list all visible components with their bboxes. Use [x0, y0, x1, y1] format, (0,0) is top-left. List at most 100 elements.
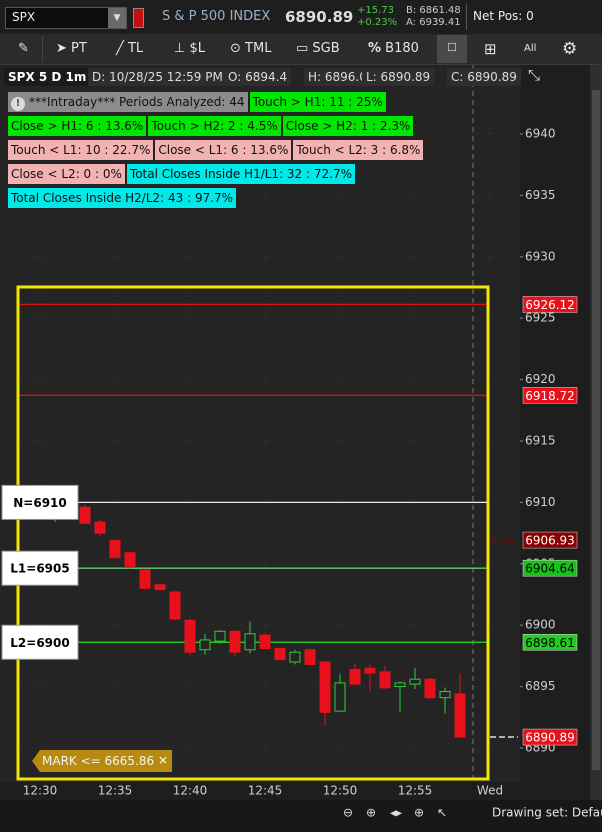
- grid-layout[interactable]: ⊞: [484, 40, 497, 58]
- y-tick-label: 6940: [525, 126, 556, 140]
- y-tick-label: 6915: [525, 433, 556, 447]
- stats-row: Total Closes Inside H2/L2: 43 : 97.7%: [8, 187, 425, 211]
- y-tick-label: 6910: [525, 495, 556, 509]
- candle-body: [274, 648, 286, 661]
- stats-panel: ! ***Intraday*** Periods Analyzed: 44 Touc…: [8, 91, 425, 211]
- stat-text: Total Closes Inside H2/L2: 43 : 97.7%: [11, 191, 234, 205]
- candle-body: [394, 682, 406, 688]
- candle-body: [289, 651, 301, 663]
- price-tag: [522, 559, 578, 577]
- candle-body: [334, 682, 346, 712]
- stats-row: Touch < L1: 10 : 22.7% Close < L1: 6 : 13…: [8, 139, 425, 163]
- mark-label: MARK <= 6665.86: [42, 754, 154, 768]
- stat-text: Close > H2: 1 : 2.3%: [285, 119, 411, 133]
- price-tag-label: 6890.89: [525, 731, 575, 745]
- stat-cell: Total Closes Inside H1/L1: 32 : 72.7%: [126, 164, 355, 184]
- sgb-tool[interactable]: ▭ SGB: [296, 41, 340, 56]
- stats-row: Close < L2: 0 : 0% Total Closes Inside H1…: [8, 163, 425, 187]
- all-button[interactable]: All: [524, 43, 537, 54]
- stat-cell: Touch < L2: 3 : 6.8%: [293, 140, 424, 160]
- candle-body: [409, 678, 421, 685]
- x-tick-label: 12:30: [23, 784, 58, 798]
- pan[interactable]: ◂▸: [390, 806, 402, 820]
- link-icon[interactable]: [133, 8, 144, 28]
- mark-close[interactable]: ✕: [158, 754, 168, 768]
- stat-text: Touch > H1: 11 : 25%: [252, 95, 383, 109]
- change-pct: +0.23%: [357, 17, 398, 28]
- chart-title: SPX 5 D 1m: [4, 68, 91, 86]
- info-high: H: 6896.09: [304, 68, 379, 86]
- candle-body: [109, 539, 121, 559]
- price-tag: [522, 728, 578, 746]
- x-tick-label: 12:45: [248, 784, 283, 798]
- stat-text: Close > H1: 6 : 13.6%: [11, 119, 144, 133]
- y-tick-label: 6930: [525, 249, 556, 263]
- price-tag: [522, 531, 578, 549]
- last-price: 6890.89: [285, 8, 354, 26]
- symbol-box[interactable]: SPX ▼: [5, 7, 127, 29]
- x-tick-label: 12:55: [398, 784, 433, 798]
- drawing-set[interactable]: Drawing set: Default: [492, 806, 602, 820]
- trendline-tool[interactable]: ╱ TL: [116, 41, 144, 56]
- net-pos: Net Pos: 0: [473, 9, 534, 23]
- b180-tool[interactable]: % B180: [368, 41, 419, 56]
- autoscale[interactable]: ⤡: [528, 66, 541, 84]
- stat-text: ***Intraday*** Periods Analyzed: 44: [29, 95, 245, 109]
- x-tick-label: 12:40: [173, 784, 208, 798]
- price-tag-label: 6906.93: [525, 534, 575, 548]
- stat-cell: Touch < L1: 10 : 22.7%: [8, 140, 154, 160]
- price-level-tool[interactable]: ⊥ $L: [174, 41, 205, 56]
- level-box: [1, 624, 79, 660]
- cursor[interactable]: ↖: [437, 806, 447, 820]
- highlight-box: [16, 285, 490, 781]
- candle-body: [259, 634, 271, 650]
- time-axis: [0, 782, 520, 800]
- candle-body: [184, 619, 196, 653]
- level-box: [1, 550, 79, 586]
- price-tag: [522, 634, 578, 651]
- info-open: O: 6894.4: [224, 68, 292, 86]
- tml-tool[interactable]: ⊙ TML: [230, 41, 272, 56]
- zoom-in[interactable]: ⊕: [366, 806, 376, 820]
- candle-body: [229, 630, 241, 653]
- zoom-out[interactable]: ⊖: [343, 806, 353, 820]
- candle-body: [154, 584, 166, 591]
- stat-cell: Close < L1: 6 : 13.6%: [155, 140, 292, 160]
- candle-body: [424, 678, 436, 699]
- description: S & P 500 INDEX: [162, 9, 271, 24]
- single-layout[interactable]: ☐: [437, 35, 467, 63]
- stat-text: Total Closes Inside H1/L1: 32 : 72.7%: [129, 167, 352, 181]
- info-date: D: 10/28/25 12:59 PM: [88, 68, 227, 86]
- mark-tag-shape: [32, 750, 172, 772]
- stat-text: Touch < L1: 10 : 22.7%: [11, 143, 151, 157]
- y-tick-label: 6935: [525, 188, 556, 202]
- candle-body: [319, 661, 331, 713]
- x-tick-label: Wed: [477, 784, 503, 798]
- stat-cell: Close > H2: 1 : 2.3%: [282, 116, 414, 136]
- pointer-tool[interactable]: ➤ PT: [56, 41, 87, 56]
- candle-body: [124, 552, 136, 567]
- bottom-tools: ⊖ ⊕ ◂▸ ⊕ ↖: [343, 806, 447, 820]
- alert-icon: !: [11, 97, 25, 111]
- stat-cell: Close < L2: 0 : 0%: [8, 164, 125, 184]
- change: +15.73: [357, 5, 395, 16]
- tool-label: SGB: [312, 41, 340, 56]
- pin-tool[interactable]: ✎: [18, 41, 29, 56]
- x-tick-label: 12:50: [323, 784, 358, 798]
- symbol-dropdown[interactable]: ▼: [108, 8, 126, 28]
- mark-tag[interactable]: MARK <= 6665.86 ✕: [32, 750, 172, 772]
- scrollbar-thumb[interactable]: [592, 90, 600, 770]
- stat-cell: ! ***Intraday*** Periods Analyzed: 44: [8, 92, 248, 112]
- level-label: L2=6900: [10, 636, 69, 650]
- toolbar: [0, 34, 602, 65]
- stat-cell: Touch > H2: 2 : 4.5%: [148, 116, 281, 136]
- settings[interactable]: ⚙: [562, 39, 578, 59]
- price-tag-label: 6926.12: [525, 298, 575, 312]
- ask: A: 6939.41: [406, 17, 461, 28]
- stats-row: ! ***Intraday*** Periods Analyzed: 44 Touc…: [8, 91, 425, 115]
- candle-body: [214, 630, 226, 642]
- bottom-bar: [0, 800, 602, 832]
- price-tag-label: 6904.64: [525, 562, 575, 576]
- crosshair[interactable]: ⊕: [414, 806, 424, 820]
